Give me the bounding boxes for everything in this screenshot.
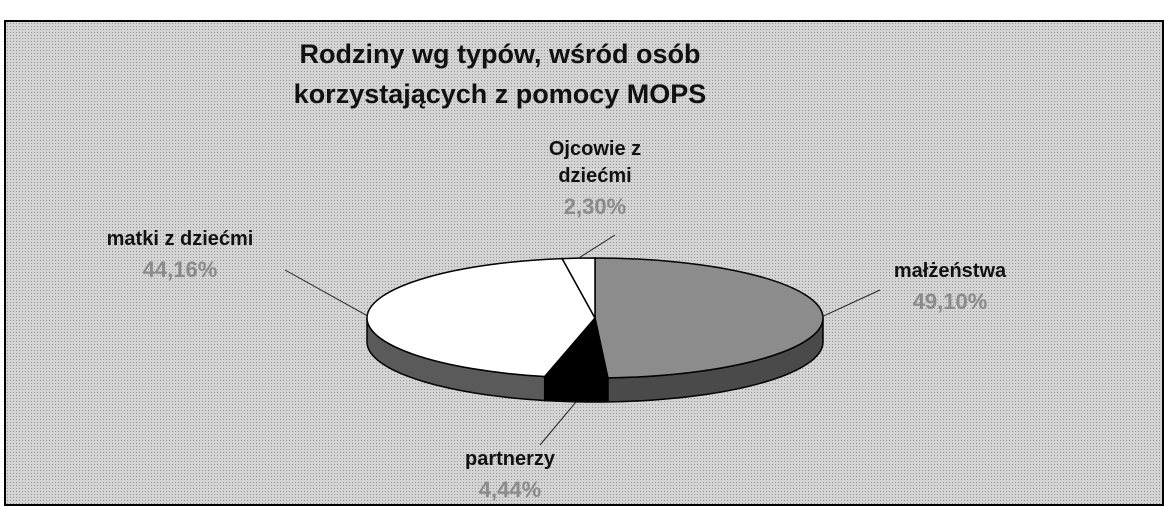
value-label: 44,16% [142, 257, 218, 282]
slice [366, 257, 596, 378]
value-label: 4,44% [478, 477, 542, 502]
category-label: matki z dziećmi [106, 228, 254, 250]
slice [594, 257, 824, 379]
value-label: 2,30% [563, 194, 627, 219]
slice-side [543, 375, 609, 403]
leader-line [539, 401, 577, 446]
chart-title: Rodziny wg typów, wśród osób korzystając… [293, 39, 707, 109]
leader-line [578, 234, 616, 259]
leader-line [822, 289, 881, 317]
leader-line [284, 269, 368, 317]
value-label: 49,10% [912, 289, 988, 314]
category-label: małżeństwa [893, 260, 1007, 282]
category-label: partnerzy [464, 448, 556, 470]
category-label: Ojcowie z dziećmi [548, 138, 642, 187]
